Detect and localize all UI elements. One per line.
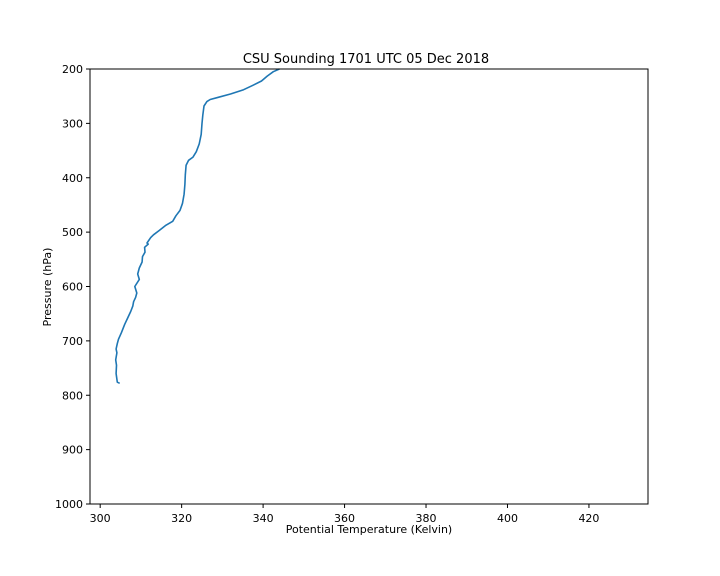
y-axis: 200 300 400 500 600 700 800 900 1000 [55, 63, 90, 511]
plot-frame [89, 68, 649, 505]
x-tick-label: 360 [334, 512, 355, 525]
y-tick-label: 1000 [55, 498, 83, 511]
x-tick-label: 320 [171, 512, 192, 525]
y-tick-label: 400 [62, 172, 83, 185]
x-tick-label: 400 [497, 512, 518, 525]
x-axis-label: Potential Temperature (Kelvin) [286, 523, 452, 536]
x-tick-label: 300 [90, 512, 111, 525]
y-tick-label: 600 [62, 281, 83, 294]
series-group [114, 68, 280, 385]
y-tick-label: 900 [62, 444, 83, 457]
y-tick-label: 200 [62, 63, 83, 76]
y-axis-label: Pressure (hPa) [41, 248, 54, 327]
y-tick-label: 800 [62, 389, 83, 402]
y-tick-label: 500 [62, 226, 83, 239]
y-tick-label: 300 [62, 117, 83, 130]
x-axis: 300 320 340 360 380 400 420 [90, 504, 599, 525]
x-tick-label: 420 [578, 512, 599, 525]
x-tick-label: 340 [253, 512, 274, 525]
y-tick-label: 700 [62, 335, 83, 348]
chart-title: CSU Sounding 1701 UTC 05 Dec 2018 [243, 52, 489, 67]
x-tick-label: 380 [416, 512, 437, 525]
sounding-line [114, 68, 280, 385]
